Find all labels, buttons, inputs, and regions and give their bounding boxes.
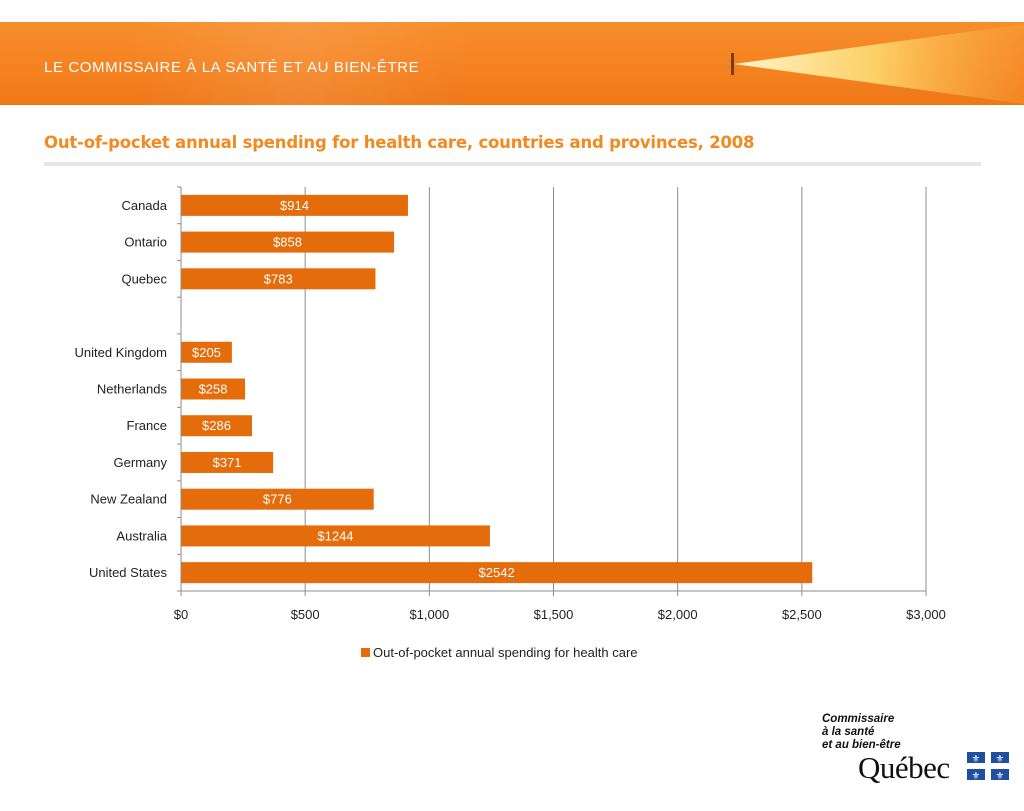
category-label: Germany	[114, 455, 168, 470]
data-label: $205	[192, 345, 221, 360]
category-label: United States	[89, 565, 168, 580]
logo-line-3: et au bien-être	[822, 739, 901, 751]
x-tick-label: $2,000	[658, 607, 698, 622]
legend: Out-of-pocket annual spending for health…	[361, 645, 638, 660]
svg-text:⚜: ⚜	[972, 771, 981, 780]
bar	[181, 341, 232, 363]
category-label: Netherlands	[97, 382, 168, 397]
bar	[181, 231, 395, 253]
axes	[177, 186, 927, 596]
data-label: $258	[199, 382, 228, 397]
labels: $0 $500 $1,000 $1,500 $2,000 $2,500 $3,000 Cana…	[75, 198, 946, 622]
gridlines	[304, 187, 927, 591]
svg-text:⚜: ⚜	[996, 771, 1005, 780]
x-tick-label: $1,000	[409, 607, 449, 622]
bar	[181, 562, 813, 584]
banner-highlight	[130, 22, 470, 105]
x-tick-label: $0	[174, 607, 188, 622]
bar	[181, 268, 376, 290]
x-tick-label: $500	[291, 607, 320, 622]
data-label: $858	[273, 235, 302, 250]
data-label: $783	[264, 271, 293, 286]
quebec-wordmark: Québec	[858, 750, 950, 785]
light-beam-graphic	[731, 24, 1024, 104]
title-divider	[44, 162, 981, 166]
data-label: $286	[202, 418, 231, 433]
bar	[181, 415, 253, 437]
data-label: $776	[263, 492, 292, 507]
data-label: $2542	[479, 565, 515, 580]
legend-swatch	[361, 648, 370, 657]
category-label: Quebec	[121, 271, 167, 286]
legend-label: Out-of-pocket annual spending for health…	[373, 645, 638, 660]
category-label: France	[127, 418, 167, 433]
bars	[181, 194, 813, 584]
category-label: Australia	[116, 528, 167, 543]
category-label: Canada	[121, 198, 167, 213]
bar	[181, 488, 374, 510]
data-label: $371	[213, 455, 242, 470]
data-label: $914	[280, 198, 309, 213]
quebec-flag-icon: ⚜ ⚜ ⚜ ⚜	[967, 752, 1009, 780]
category-label: New Zealand	[90, 492, 167, 507]
category-label: Ontario	[124, 235, 167, 250]
bar	[181, 378, 246, 400]
banner-title: LE COMMISSAIRE À LA SANTÉ ET AU BIEN-ÊTR…	[44, 59, 420, 76]
logo-line-1: Commissaire	[822, 713, 895, 725]
data-label: $1244	[317, 528, 353, 543]
bar	[181, 525, 490, 547]
svg-text:⚜: ⚜	[996, 754, 1005, 765]
commissaire-logo: Commissaire à la santé et au bien-être	[822, 713, 901, 752]
bar	[181, 451, 274, 473]
category-label: United Kingdom	[75, 345, 168, 360]
slide-title: Out-of-pocket annual spending for health…	[44, 133, 755, 152]
x-tick-label: $1,500	[534, 607, 574, 622]
logo-line-2: à la santé	[822, 726, 875, 738]
svg-text:⚜: ⚜	[972, 754, 981, 765]
bar	[181, 194, 408, 216]
x-tick-label: $3,000	[906, 607, 946, 622]
x-tick-label: $2,500	[782, 607, 822, 622]
